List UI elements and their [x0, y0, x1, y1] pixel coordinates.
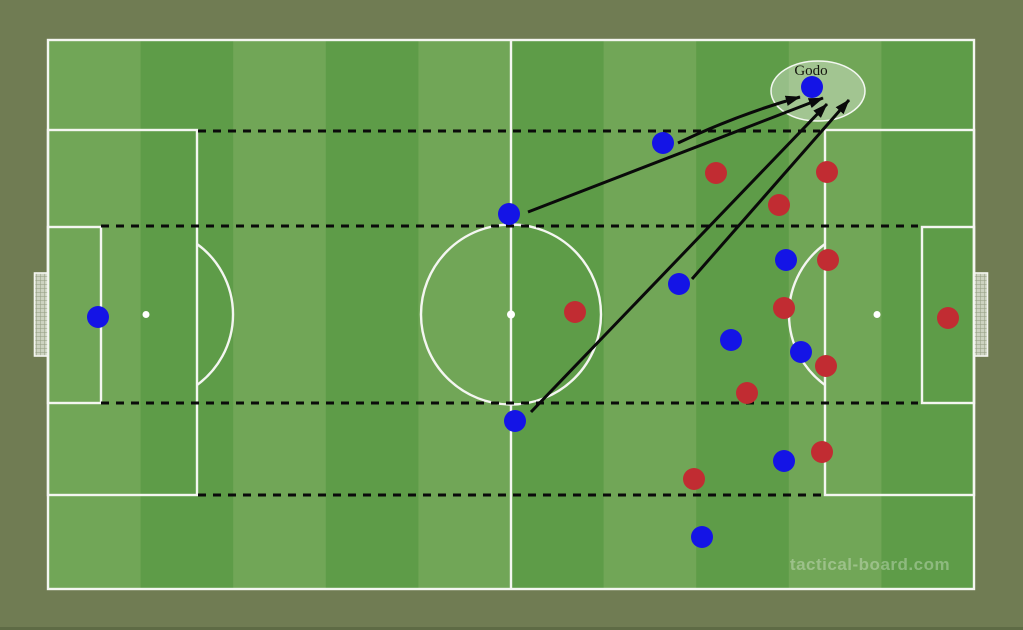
player-marker-blue[interactable]: [87, 306, 109, 328]
player-marker-blue[interactable]: [652, 132, 674, 154]
grass-stripe: [140, 40, 234, 589]
player-marker-blue[interactable]: [498, 203, 520, 225]
player-marker-blue[interactable]: [773, 450, 795, 472]
player-marker-blue[interactable]: [801, 76, 823, 98]
penalty-arc-left: [196, 243, 235, 386]
player-marker-red[interactable]: [705, 162, 727, 184]
player-name-label[interactable]: Godo: [794, 63, 827, 79]
dashed-channel-lines: [101, 129, 918, 497]
grass-stripe: [603, 40, 697, 589]
player-marker-red[interactable]: [817, 249, 839, 271]
grass-stripe: [418, 40, 512, 589]
player-marker-red[interactable]: [811, 441, 833, 463]
player-marker-red[interactable]: [564, 301, 586, 323]
player-marker-red[interactable]: [683, 468, 705, 490]
grass-stripe: [881, 40, 975, 589]
grass-stripe: [325, 40, 419, 589]
player-marker-red[interactable]: [937, 307, 959, 329]
player-marker-blue[interactable]: [691, 526, 713, 548]
player-marker-red[interactable]: [736, 382, 758, 404]
penalty-spot-right: [873, 311, 881, 318]
grass-stripe: [233, 40, 327, 589]
player-marker-red[interactable]: [815, 355, 837, 377]
player-marker-blue[interactable]: [720, 329, 742, 351]
player-marker-blue[interactable]: [775, 249, 797, 271]
player-marker-blue[interactable]: [504, 410, 526, 432]
pass-arrow[interactable]: [527, 96, 824, 214]
player-marker-blue[interactable]: [668, 273, 690, 295]
grass-stripe: [788, 40, 882, 589]
pass-arrow[interactable]: [529, 102, 829, 414]
center-spot: [507, 310, 515, 319]
player-marker-red[interactable]: [816, 161, 838, 183]
player-marker-red[interactable]: [768, 194, 790, 216]
board-bottom-edge: [0, 627, 1023, 630]
players: [87, 76, 959, 548]
goal-right: [973, 272, 989, 357]
site-watermark: tactical-board.com: [790, 555, 950, 574]
grass-stripe: [511, 40, 605, 589]
player-marker-red[interactable]: [773, 297, 795, 319]
penalty-spot-left: [142, 311, 150, 318]
pass-arrow[interactable]: [690, 99, 851, 280]
pass-arrow[interactable]: [677, 95, 801, 145]
player-marker-blue[interactable]: [790, 341, 812, 363]
pass-arrows: [527, 95, 851, 414]
goal-left: [33, 272, 49, 357]
